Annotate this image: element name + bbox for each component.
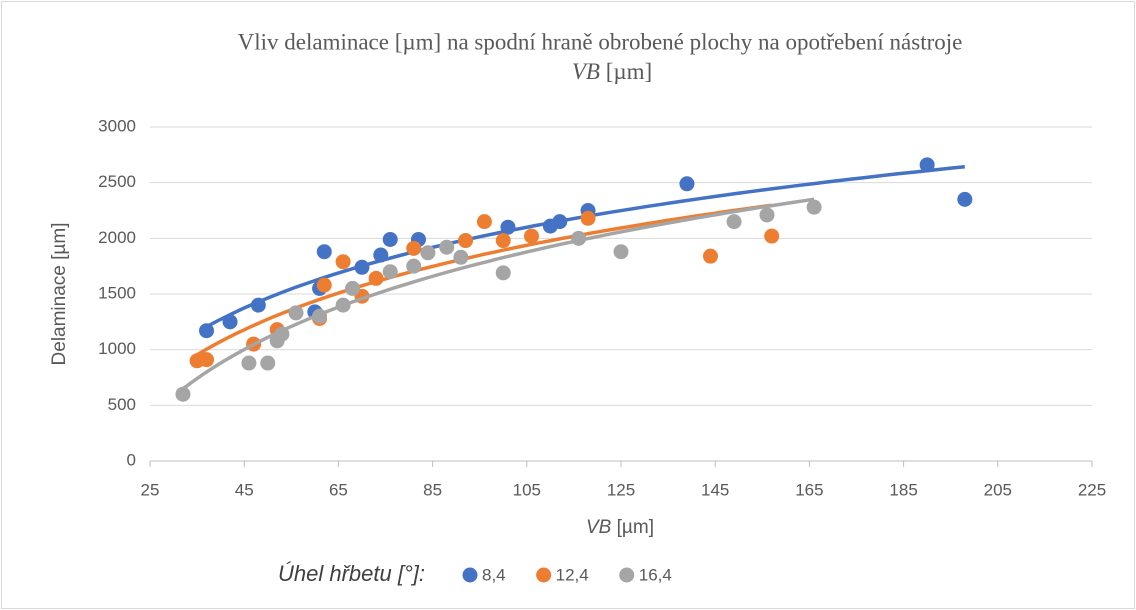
point: [957, 191, 973, 207]
x-label-italic: VB: [586, 517, 612, 538]
point: [199, 323, 215, 339]
point: [613, 244, 629, 260]
x-tick-label: 65: [329, 480, 348, 499]
point: [382, 264, 398, 280]
point: [260, 355, 276, 371]
point: [241, 355, 257, 371]
point: [335, 297, 351, 313]
point: [495, 233, 511, 249]
point: [250, 297, 266, 313]
point: [316, 277, 332, 293]
x-tick-label: 145: [701, 480, 729, 499]
point: [495, 265, 511, 281]
x-tick-label: 45: [235, 480, 254, 499]
point: [316, 244, 332, 260]
y-tick-label: 3000: [98, 116, 136, 135]
point: [288, 305, 304, 321]
point: [335, 254, 351, 270]
point: [726, 214, 742, 230]
x-tick-label: 205: [984, 480, 1012, 499]
point: [679, 176, 695, 192]
legend-marker: [619, 567, 635, 583]
y-tick-label: 2000: [98, 228, 136, 247]
legend-label: 12,4: [556, 565, 589, 584]
trendline: [181, 197, 815, 391]
point: [453, 249, 469, 265]
point: [199, 352, 215, 368]
point: [406, 258, 422, 274]
title-italic: VB: [572, 59, 600, 84]
x-tick-label: 125: [607, 480, 635, 499]
point: [368, 270, 384, 286]
point: [382, 231, 398, 247]
x-tick-label: 25: [141, 480, 160, 499]
x-tick-label: 225: [1078, 480, 1106, 499]
x-tick-label: 185: [889, 480, 917, 499]
point: [919, 157, 935, 173]
point: [458, 233, 474, 249]
chart-title-line2: VB [µm]: [572, 59, 652, 84]
point: [274, 326, 290, 342]
point: [175, 386, 191, 402]
point: [439, 239, 455, 255]
point: [354, 259, 370, 275]
x-tick-label: 165: [795, 480, 823, 499]
point: [580, 210, 596, 226]
y-axis-label: Delaminace [µm]: [49, 223, 70, 366]
title-unit: [µm]: [606, 59, 652, 84]
legend-marker: [536, 567, 552, 583]
point: [476, 214, 492, 230]
point: [764, 228, 780, 244]
y-tick-label: 1000: [98, 339, 136, 358]
point: [373, 247, 389, 263]
point: [524, 228, 540, 244]
point: [312, 308, 328, 324]
point: [702, 248, 718, 264]
legend-label: 8,4: [482, 565, 506, 584]
x-tick-label: 85: [423, 480, 442, 499]
legend-label: 16,4: [639, 565, 672, 584]
y-tick-label: 2500: [98, 172, 136, 191]
point: [222, 314, 238, 330]
point: [571, 230, 587, 246]
point: [552, 214, 568, 230]
x-label-unit: [µm]: [617, 517, 654, 538]
point: [759, 207, 775, 223]
point: [406, 240, 422, 256]
y-tick-label: 1500: [98, 283, 136, 302]
legend-title: Úhel hřbetu [°]:: [278, 561, 425, 586]
point: [345, 280, 361, 296]
point: [420, 245, 436, 261]
x-tick-label: 105: [513, 480, 541, 499]
x-axis-label: VB [µm]: [586, 517, 654, 538]
y-tick-label: 0: [127, 450, 136, 469]
legend-marker: [462, 567, 478, 583]
y-tick-label: 500: [108, 395, 136, 414]
point: [806, 199, 822, 215]
point: [500, 219, 516, 235]
chart-title: Vliv delaminace [µm] na spodní hraně obr…: [238, 29, 963, 54]
